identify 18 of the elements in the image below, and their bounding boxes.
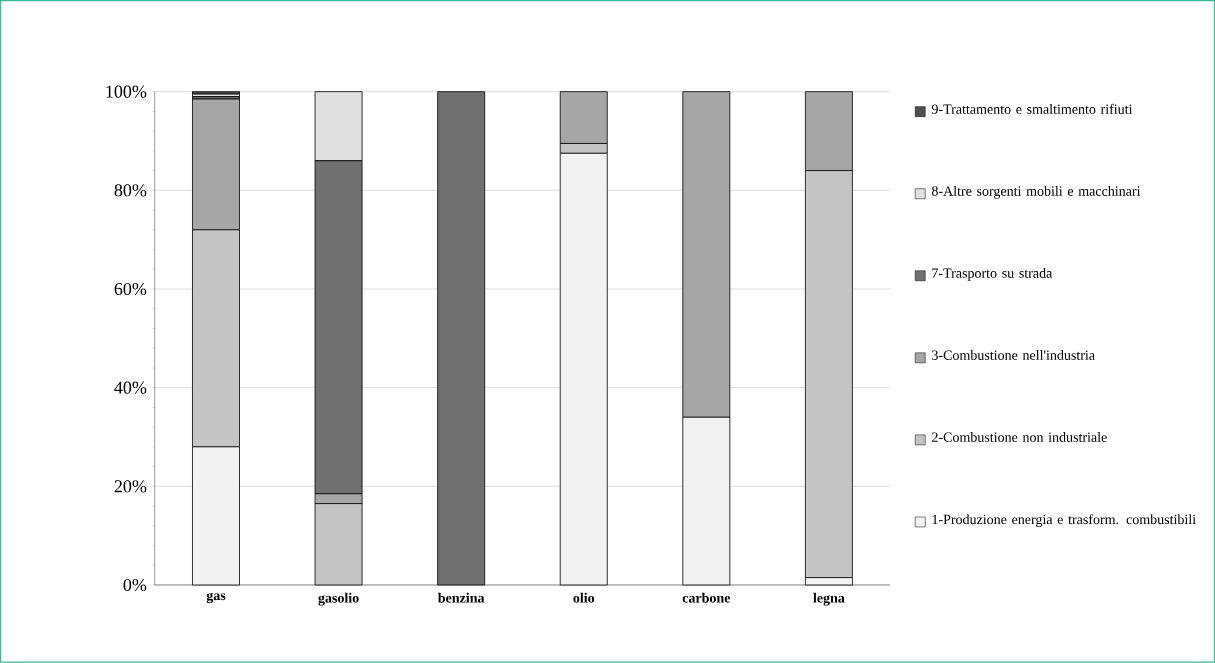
- x-tick-label: carbone: [682, 592, 731, 603]
- x-tick-label: olio: [573, 592, 595, 603]
- legend-label: 2-Combustione non industriale: [932, 432, 1107, 443]
- x-tick-label: gasolio: [318, 592, 359, 606]
- y-tick-label: 0%: [123, 579, 147, 592]
- legend-label: 3-Combustione nell'industria: [932, 350, 1095, 361]
- legend-label: 8-Altre sorgenti mobili e macchinari: [931, 186, 1141, 199]
- y-tick-label: 80%: [114, 184, 147, 197]
- x-tick-label: benzina: [437, 592, 485, 603]
- y-tick-label: 60%: [114, 283, 147, 296]
- y-tick-label: 40%: [114, 381, 147, 394]
- x-tick-label: gas: [206, 592, 226, 604]
- x-tick-label: legna: [813, 592, 845, 606]
- legend-label: 1-Produzione energia e trasform. combustibili: [932, 514, 1196, 528]
- legend-label: 9-Trattamento e smaltimento rifiuti: [931, 104, 1133, 115]
- legend-label: 7-Trasporto su strada: [932, 268, 1053, 281]
- y-tick-label: 100%: [106, 85, 147, 98]
- y-tick-label: 20%: [114, 480, 147, 493]
